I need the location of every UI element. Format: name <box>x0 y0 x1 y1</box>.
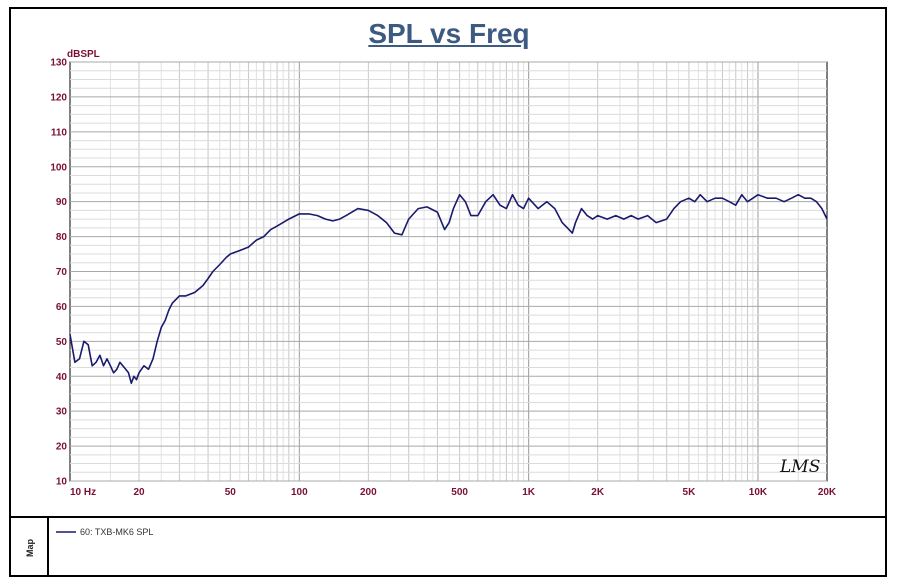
y-tick-label: 10 <box>56 477 68 488</box>
chart-title: SPL vs Freq <box>368 18 530 49</box>
y-tick-label: 100 <box>50 162 67 173</box>
x-tick-label: 10 Hz <box>70 487 96 498</box>
x-tick-label: 200 <box>360 487 377 498</box>
y-tick-label: 50 <box>56 337 68 348</box>
y-axis: 10 20 30 40 50 60 70 80 90 100 110 120 130 <box>50 58 67 488</box>
y-tick-label: 110 <box>51 127 68 138</box>
x-tick-label: 50 <box>225 487 237 498</box>
x-tick-label: 20 <box>133 487 145 498</box>
y-tick-label: 40 <box>56 372 68 383</box>
x-tick-label: 5K <box>683 487 697 498</box>
x-axis: 10 Hz 20 50 100 200 500 1K 2K 5K 10K 20K <box>70 487 837 498</box>
y-tick-label: 120 <box>50 92 67 103</box>
x-tick-label: 500 <box>451 487 468 498</box>
lms-signature: LMS <box>779 457 820 477</box>
legend-panel <box>9 516 887 577</box>
y-tick-label: 30 <box>56 407 68 418</box>
y-tick-label: 70 <box>56 267 68 278</box>
y-tick-label: 20 <box>56 442 68 453</box>
x-tick-label: 2K <box>591 487 605 498</box>
y-tick-label: 130 <box>50 58 67 69</box>
map-label: Map <box>25 538 35 557</box>
legend-entry: 60: TXB-MK6 SPL <box>80 527 153 537</box>
x-tick-label: 100 <box>291 487 308 498</box>
y-tick-label: 80 <box>56 232 68 243</box>
grid <box>70 61 827 482</box>
x-tick-label: 1K <box>522 487 536 498</box>
y-tick-label: 60 <box>56 302 68 313</box>
x-tick-label: 10K <box>749 487 768 498</box>
series-line <box>69 193 828 384</box>
y-tick-label: 90 <box>56 197 68 208</box>
y-axis-label: dBSPL <box>67 49 100 60</box>
x-tick-label: 20K <box>818 487 837 498</box>
